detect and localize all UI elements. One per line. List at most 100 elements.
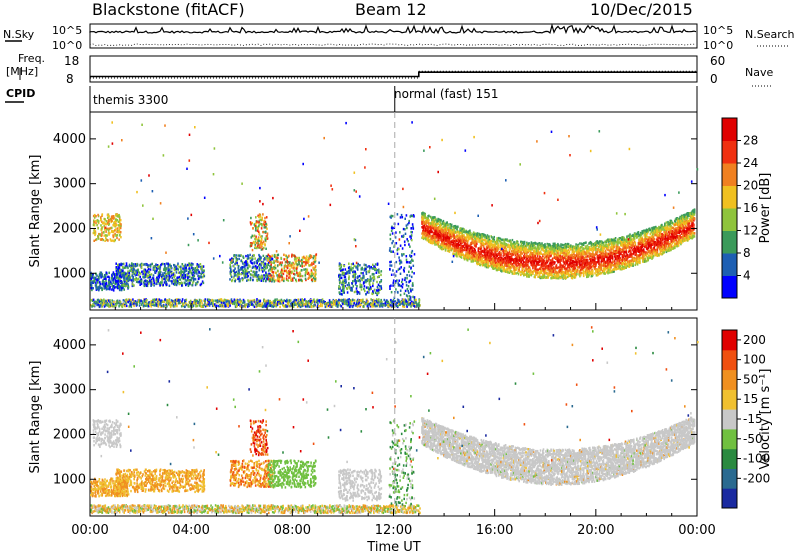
echo-cell — [165, 272, 168, 276]
echo-cell — [412, 227, 415, 230]
echo-cell — [422, 234, 424, 237]
echo-cell — [348, 302, 351, 305]
echo-cell — [358, 301, 360, 304]
echo-cell — [299, 298, 302, 301]
echo-cell — [305, 257, 308, 261]
echo-cell — [147, 280, 150, 284]
echo-cell — [266, 237, 269, 240]
echo-cell — [265, 266, 267, 269]
echo-cell — [267, 278, 270, 281]
echo-cell — [398, 267, 401, 270]
echo-cell — [315, 273, 317, 276]
echo-cell — [164, 298, 167, 301]
echo-cell — [200, 265, 202, 269]
echo-cell — [462, 249, 464, 252]
echo-cell — [101, 280, 104, 284]
echo-cell — [206, 298, 209, 301]
echo-cell — [183, 270, 186, 274]
echo-cell — [147, 304, 150, 308]
echo-cell — [338, 276, 341, 279]
echo-cell — [346, 283, 349, 287]
echo-cell — [463, 241, 466, 244]
echo-cell — [380, 273, 382, 277]
echo-cell — [283, 253, 285, 256]
echo-cell — [112, 301, 115, 304]
echo-cell — [127, 300, 129, 304]
echo-cell — [115, 228, 117, 231]
echo-cell — [105, 282, 108, 285]
echo-cell — [257, 237, 260, 240]
echo-cell — [195, 305, 197, 308]
echo-cell — [230, 298, 233, 301]
echo-cell — [113, 239, 115, 243]
echo-cell — [405, 261, 408, 264]
echo-cell — [102, 238, 104, 242]
echo-cell — [110, 219, 113, 222]
echo-cell — [386, 299, 388, 302]
echo-cell — [402, 300, 405, 304]
echo-cell — [309, 305, 311, 308]
echo-cell — [157, 278, 159, 281]
echo-cell — [188, 305, 190, 308]
echo-cell — [287, 302, 289, 305]
echo-cell — [305, 270, 307, 274]
echo-cell — [303, 268, 305, 271]
echo-cell — [132, 271, 135, 274]
echo-cell — [92, 298, 95, 301]
echo-cell — [100, 216, 102, 219]
echo-cell — [443, 238, 445, 241]
echo-cell — [171, 280, 173, 283]
echo-cell — [388, 305, 390, 308]
echo-cell — [201, 280, 204, 283]
echo-cell — [134, 263, 137, 266]
echo-cell — [221, 299, 224, 302]
echo-cell — [446, 221, 448, 224]
echo-cell — [218, 299, 221, 303]
echo-cell — [490, 252, 492, 255]
echo-cell — [449, 245, 451, 248]
echo-cell — [113, 224, 116, 228]
echo-cell — [433, 220, 436, 223]
echo-cell — [92, 276, 95, 279]
echo-cell — [369, 267, 371, 270]
echo-cell — [113, 216, 116, 220]
echo-cell — [308, 300, 310, 303]
echo-cell — [344, 275, 347, 278]
echo-cell — [186, 282, 188, 286]
echo-cell — [281, 278, 283, 282]
echo-cell — [234, 262, 236, 266]
echo-cell — [237, 254, 239, 257]
echo-cell — [120, 274, 123, 278]
echo-cell — [363, 274, 365, 278]
echo-cell — [256, 298, 258, 301]
echo-cell — [211, 299, 214, 302]
echo-cell — [260, 227, 263, 230]
echo-cell — [180, 300, 182, 304]
echo-cell — [190, 272, 193, 275]
echo-cell — [429, 234, 432, 237]
echo-cell — [422, 211, 424, 215]
echo-cell — [117, 263, 119, 267]
echo-cell — [480, 251, 483, 255]
echo-cell — [212, 299, 214, 302]
echo-cell — [132, 277, 134, 280]
echo-cell — [378, 269, 380, 272]
echo-cell — [435, 243, 438, 246]
echo-cell — [143, 303, 146, 307]
echo-cell — [90, 276, 93, 279]
echo-cell — [112, 216, 114, 220]
echo-cell — [112, 287, 114, 290]
echo-cell — [111, 305, 114, 308]
echo-cell — [264, 237, 266, 240]
echo-cell — [211, 304, 214, 308]
echo-cell — [435, 226, 437, 229]
echo-cell — [115, 267, 117, 270]
echo-cell — [145, 273, 148, 276]
echo-cell — [391, 301, 393, 305]
echo-cell — [422, 237, 425, 241]
echo-cell — [428, 219, 430, 222]
echo-cell — [466, 246, 469, 250]
echo-cell — [253, 223, 256, 226]
echo-cell — [324, 305, 327, 309]
echo-cell — [263, 262, 266, 266]
